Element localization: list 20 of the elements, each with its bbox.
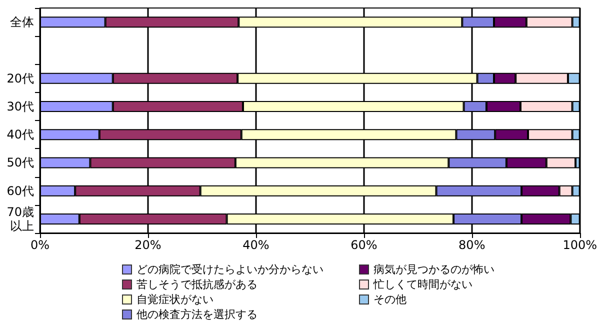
legend-label: 他の検査方法を選択する: [136, 308, 258, 321]
y-tick-label: 全体: [10, 15, 34, 30]
x-tick-label: 0%: [30, 238, 50, 252]
legend-label: 自覚症状がない: [136, 293, 214, 306]
y-tick-label: 30代: [6, 99, 34, 114]
x-tick-label: 100%: [562, 238, 598, 252]
y-tick-label: 50代: [6, 156, 34, 170]
legend-label: 忙しくて時間がない: [372, 278, 472, 291]
legend-label: 病気が見つかるのが怖い: [374, 263, 494, 276]
y-tick-label: 20代: [6, 71, 34, 86]
x-tick-label: 20%: [134, 238, 162, 252]
x-tick-label: 80%: [458, 238, 486, 252]
legend-label: 苦しそうで抵抗感がある: [136, 278, 258, 291]
y-tick-label: 60代: [6, 184, 34, 198]
y-tick-label: 70歳以上: [6, 204, 34, 233]
y-tick-label: 40代: [6, 128, 34, 142]
x-tick-label: 40%: [242, 238, 270, 252]
x-tick-label: 60%: [350, 238, 378, 252]
legend-label: どの病院で受けたらよいか分からない: [136, 263, 324, 276]
legend-label: その他: [374, 293, 406, 306]
